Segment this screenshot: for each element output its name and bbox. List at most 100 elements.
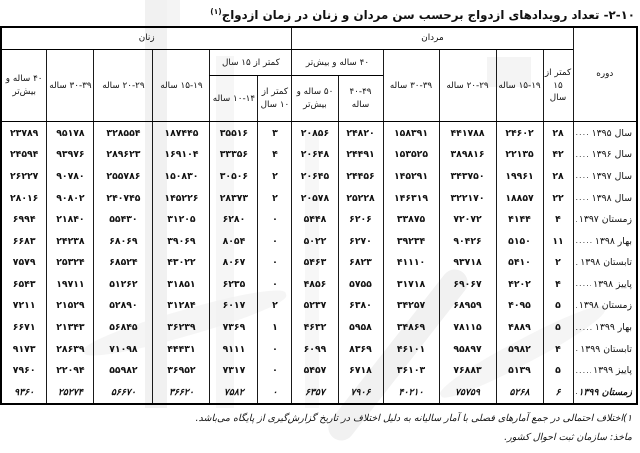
value-cell: ۲۲۰۹۴ (46, 359, 95, 382)
period-cell: تابستان ۱۳۹۸ (572, 251, 638, 274)
table-row: بهار ۱۳۹۸ ۱۱۵۱۵۰۹۰۴۲۶۳۹۲۳۴۶۲۷۰۵۰۲۲۰۸۰۵۴۳۹… (0, 230, 638, 252)
value-cell: ۴۸۸۹ (495, 316, 544, 339)
value-cell: ۲۰۵۷۸ (291, 187, 339, 209)
value-cell: ۲۴۶۰۲ (495, 121, 544, 145)
value-cell: ۱۹۹۶۱ (495, 165, 544, 188)
value-cell: ۴ (542, 208, 574, 231)
value-cell: ۳۰۵۰۶ (209, 165, 259, 188)
value-cell: ۵۱۲۶۲ (93, 273, 154, 296)
value-cell: ۲ (257, 295, 293, 317)
value-cell: ۶۲۳۵ (209, 273, 259, 296)
value-cell: ۵۴۴۸ (291, 208, 339, 231)
value-cell: ۱۵۰۸۳۰ (152, 165, 211, 188)
value-cell: ۲۵۲۲۸ (337, 187, 384, 209)
title-footnote-marker: (۱) (210, 7, 222, 16)
women-under-15-group-header: کمتر از ۱۵ سال (209, 49, 293, 77)
dotted-leader (576, 194, 590, 202)
value-cell: ۳۲۸۵۵۴ (93, 121, 154, 145)
value-cell: ۲ (257, 187, 293, 209)
period-label: پاییز ۱۳۹۸ (593, 278, 632, 290)
value-cell: ۶۸۹۵۹ (438, 295, 497, 317)
value-cell: ۵ (542, 359, 574, 382)
value-cell: ۹۵۱۷۸ (46, 121, 95, 145)
group-header-women: زنان (0, 26, 293, 51)
value-cell: ۹۳۹۷۶ (46, 144, 95, 166)
value-cell: ۱۸۸۵۷ (495, 187, 544, 209)
period-cell: سال ۱۳۹۶ (572, 144, 638, 166)
value-cell: ۷۹۰۶ (337, 381, 384, 405)
table-number: ۲-۱۰- (603, 7, 635, 22)
period-label: زمستان ۱۳۹۷ (578, 214, 632, 226)
table-row: سال ۱۳۹۵ ۲۸۲۴۶۰۲۴۴۱۷۸۸۱۵۸۳۹۱۲۴۸۲۰۲۰۸۵۶۳۳۵… (0, 121, 638, 145)
period-label: زمستان ۱۳۹۸ (578, 300, 632, 312)
value-cell: ۰ (257, 338, 293, 360)
period-cell: سال ۱۳۹۵ (572, 121, 638, 145)
value-cell: ۳۵۵۱۶ (209, 121, 259, 145)
period-cell: بهار ۱۳۹۸ (572, 230, 638, 252)
value-cell: ۹۵۸۹۷ (438, 338, 497, 360)
value-cell: ۶۶۷۱ (0, 316, 48, 339)
value-cell: ۶۸۲۳ (337, 251, 384, 274)
value-cell: ۵۲۸۹۰ (93, 295, 154, 317)
value-cell: ۱۱ (542, 230, 574, 252)
period-cell: سال ۱۳۹۸ (572, 187, 638, 209)
table-title: ۲-۱۰- تعداد رویدادهای ازدواج برحسب سن مر… (0, 0, 640, 26)
footnote-1: ۱)اختلاف احتمالی در جمع آمارهای فصلی با … (195, 413, 633, 425)
value-cell: ۴۲۰۲ (495, 273, 544, 296)
value-cell: ۲۸۳۷۳ (209, 187, 259, 209)
value-cell: ۷۵۸۲ (209, 381, 259, 405)
period-label: تابستان ۱۳۹۸ (580, 257, 632, 269)
value-cell: ۲۴۸۲۰ (337, 121, 384, 145)
value-cell: ۶۵۴۳ (0, 273, 48, 296)
value-cell: ۷۲۰۷۲ (438, 208, 497, 231)
table-title-text: تعداد رویدادهای ازدواج برحسب سن مردان و … (221, 7, 600, 22)
period-cell: زمستان ۱۳۹۹ (572, 381, 638, 405)
value-cell: ۲۱۵۲۹ (46, 295, 95, 317)
value-cell: ۱۸۷۴۴۵ (152, 121, 211, 145)
value-cell: ۱۹۷۱۱ (46, 273, 95, 296)
value-cell: ۲۸۹۶۲۳ (93, 144, 154, 166)
value-cell: ۱۶۹۱۰۴ (152, 144, 211, 166)
value-cell: ۲۱۸۴۰ (46, 208, 95, 231)
value-cell: ۲ (257, 165, 293, 188)
value-cell: ۶۸۵۲۴ (93, 251, 154, 274)
value-cell: ۵۰۲۲ (291, 230, 339, 252)
dotted-leader (576, 345, 579, 353)
men-15-19-header: ۱۵-۱۹ ساله (495, 49, 544, 123)
value-cell: ۴۸۵۶ (291, 273, 339, 296)
table-row: تابستان ۱۳۹۹ ۴۵۹۸۲۹۵۸۹۷۴۶۱۰۱۸۳۶۹۶۰۹۹۰۹۱۱۱… (0, 338, 638, 360)
period-cell: پاییز ۱۳۹۸ (572, 273, 638, 296)
value-cell: ۶ (542, 381, 574, 405)
value-cell: ۷۳۶۹ (209, 316, 259, 339)
value-cell: ۷۹۶۰ (0, 359, 48, 382)
period-label: سال ۱۳۹۶ (591, 149, 632, 161)
value-cell: ۸۰۶۷ (209, 251, 259, 274)
value-cell: ۷۶۸۸۳ (438, 359, 497, 382)
dotted-leader (576, 237, 593, 245)
value-cell: ۱۴۶۳۱۹ (382, 187, 440, 209)
women-10-14-header: ۱۰-۱۴ ساله (209, 75, 259, 123)
value-cell: ۳۱۷۱۸ (382, 273, 440, 296)
value-cell: ۰ (257, 273, 293, 296)
dotted-leader (576, 129, 590, 137)
value-cell: ۵۴۶۳ (291, 251, 339, 274)
value-cell: ۹۳۶۰ (0, 381, 48, 405)
watermark-shape (150, 0, 180, 26)
men-30-39-header: ۳۰-۳۹ ساله (382, 49, 440, 123)
value-cell: ۵۹۵۸ (337, 316, 384, 339)
value-cell: ۴۶۳۲ (291, 316, 339, 339)
period-cell: بهار ۱۳۹۹ (572, 316, 638, 339)
value-cell: ۴۱۴۴ (495, 208, 544, 231)
footnotes: ۱)اختلاف احتمالی در جمع آمارهای فصلی با … (0, 405, 640, 447)
value-cell: ۳۳۳۵۶ (209, 144, 259, 166)
value-cell: ۴۱۱۱۰ (382, 251, 440, 274)
table-row: پاییز ۱۳۹۸ ۴۴۲۰۲۶۹۰۶۷۳۱۷۱۸۵۷۵۵۴۸۵۶۰۶۲۳۵۳۱… (0, 273, 638, 296)
period-cell: سال ۱۳۹۷ (572, 165, 638, 188)
value-cell: ۲۰۶۴۸ (291, 144, 339, 166)
value-cell: ۴۴۱۷۸۸ (438, 121, 497, 145)
dotted-leader (576, 172, 590, 180)
period-label: پاییز ۱۳۹۹ (593, 365, 632, 377)
value-cell: ۷۳۱۷ (209, 359, 259, 382)
women-20-29-header: ۲۰-۲۹ ساله (93, 49, 154, 123)
value-cell: ۲۲ (542, 187, 574, 209)
